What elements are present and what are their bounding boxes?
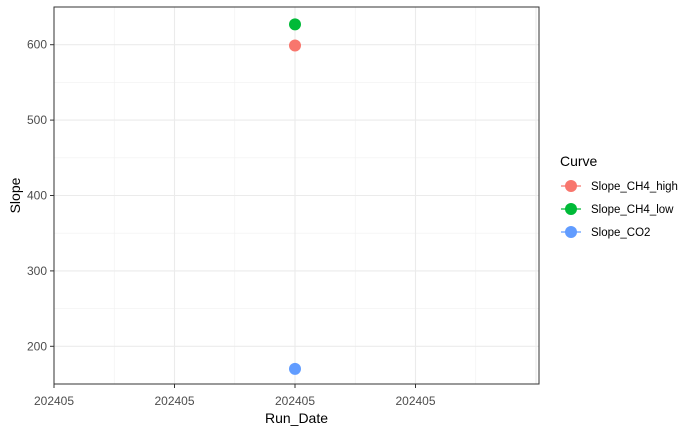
y-tick-label: 600 — [27, 38, 47, 52]
data-points — [289, 18, 301, 375]
y-tick-label: 200 — [27, 339, 47, 353]
x-tick-label: 202405 — [275, 394, 315, 408]
legend-label: Slope_CO2 — [591, 227, 650, 239]
y-tick-label: 500 — [27, 113, 47, 127]
x-tick-label: 202405 — [34, 394, 74, 408]
legend-label: Slope_CH4_low — [591, 204, 674, 216]
x-axis-ticks: 202405 202405 202405 202405 — [34, 384, 436, 408]
y-axis-title: Slope — [7, 177, 23, 213]
y-axis-ticks: 200 300 400 500 600 — [27, 38, 54, 353]
data-point — [289, 39, 301, 52]
legend-key-point — [565, 203, 577, 215]
data-point — [289, 18, 301, 31]
x-tick-label: 202405 — [154, 394, 194, 408]
legend-key-point — [565, 180, 577, 192]
x-tick-label: 202405 — [395, 394, 435, 408]
y-tick-label: 400 — [27, 189, 47, 203]
data-point — [289, 362, 301, 375]
y-tick-label: 300 — [27, 264, 47, 278]
x-axis-title: Run_Date — [265, 410, 328, 426]
major-gridlines — [53, 7, 539, 384]
legend-key-point — [565, 226, 577, 238]
legend: Slope_CH4_high Slope_CH4_low Slope_CO2 — [561, 180, 678, 239]
legend-title: Curve — [560, 153, 598, 169]
legend-label: Slope_CH4_high — [591, 181, 678, 193]
